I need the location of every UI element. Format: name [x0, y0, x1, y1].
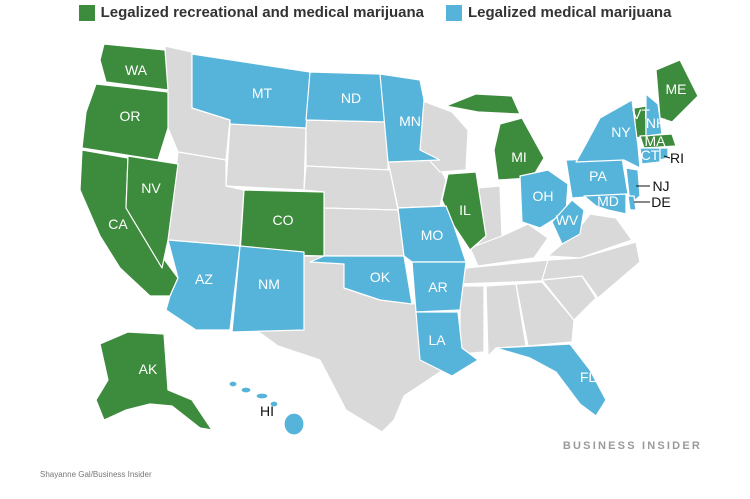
- label-MI: MI: [511, 149, 527, 165]
- state-NM: [231, 245, 305, 333]
- label-IL: IL: [459, 202, 471, 218]
- label-CA: CA: [108, 216, 128, 232]
- legend-label-recreational: Legalized recreational and medical marij…: [100, 4, 425, 21]
- label-PA: PA: [589, 168, 607, 184]
- label-LA: LA: [428, 332, 446, 348]
- legend-item-medical: Legalized medical marijuana: [446, 4, 671, 21]
- label-AR: AR: [428, 279, 447, 295]
- label-RI: RI: [670, 150, 684, 166]
- label-DE: DE: [651, 194, 670, 210]
- state-WV: [551, 199, 585, 245]
- legend-label-medical: Legalized medical marijuana: [468, 4, 672, 21]
- state-LA: [415, 311, 479, 377]
- label-WA: WA: [125, 62, 148, 78]
- state-NJ: [625, 167, 641, 205]
- state-OR: [81, 83, 169, 161]
- state-NV: [125, 155, 179, 269]
- legend-swatch-medical: [446, 4, 463, 21]
- state-MI-UP: [445, 93, 521, 115]
- label-OH: OH: [533, 188, 554, 204]
- label-OR: OR: [120, 108, 141, 124]
- state-WY: [225, 123, 307, 191]
- brand-logo: BUSINESS INSIDER: [562, 440, 702, 452]
- callout-line-ri: [663, 155, 671, 159]
- state-SD: [305, 119, 389, 171]
- state-MN: [379, 73, 441, 163]
- state-WA: [99, 43, 169, 91]
- state-KS: [323, 207, 405, 257]
- label-MA: MA: [645, 133, 667, 149]
- legend-item-recreational: Legalized recreational and medical marij…: [78, 4, 425, 21]
- state-HI: [228, 380, 305, 436]
- label-FL: FL: [580, 369, 597, 385]
- state-GA: [515, 281, 575, 347]
- state-NH: [645, 93, 663, 137]
- legend: Legalized recreational and medical marij…: [0, 4, 750, 21]
- state-MD: [583, 193, 627, 215]
- label-WV: WV: [556, 212, 579, 228]
- label-NJ: NJ: [652, 178, 669, 194]
- label-MN: MN: [399, 113, 421, 129]
- state-IL: [441, 171, 487, 251]
- label-NY: NY: [611, 124, 631, 140]
- label-ME: ME: [666, 81, 687, 97]
- label-CO: CO: [273, 212, 294, 228]
- state-RI: [659, 147, 669, 161]
- label-MD: MD: [597, 193, 619, 209]
- label-NM: NM: [258, 276, 280, 292]
- state-FL: [495, 343, 607, 417]
- state-MS: [459, 285, 485, 355]
- legend-swatch-recreational: [78, 4, 95, 21]
- label-MO: MO: [421, 227, 444, 243]
- label-VT: VT: [632, 106, 650, 122]
- label-CT: CT: [641, 147, 660, 163]
- label-ND: ND: [341, 90, 361, 106]
- state-AR: [411, 261, 467, 313]
- state-OK: [309, 255, 413, 305]
- label-OK: OK: [370, 269, 391, 285]
- label-HI: HI: [260, 403, 274, 419]
- state-NY: [575, 99, 641, 169]
- state-CT: [639, 147, 661, 165]
- state-DE: [627, 195, 637, 211]
- label-NV: NV: [141, 180, 161, 196]
- credit-text: Shayanne Gal/Business Insider: [40, 470, 152, 479]
- label-AZ: AZ: [195, 271, 213, 287]
- label-AK: AK: [139, 361, 158, 377]
- state-AK: [95, 331, 213, 431]
- label-NH: NH: [646, 115, 666, 131]
- label-MT: MT: [252, 85, 273, 101]
- state-KY: [469, 223, 549, 267]
